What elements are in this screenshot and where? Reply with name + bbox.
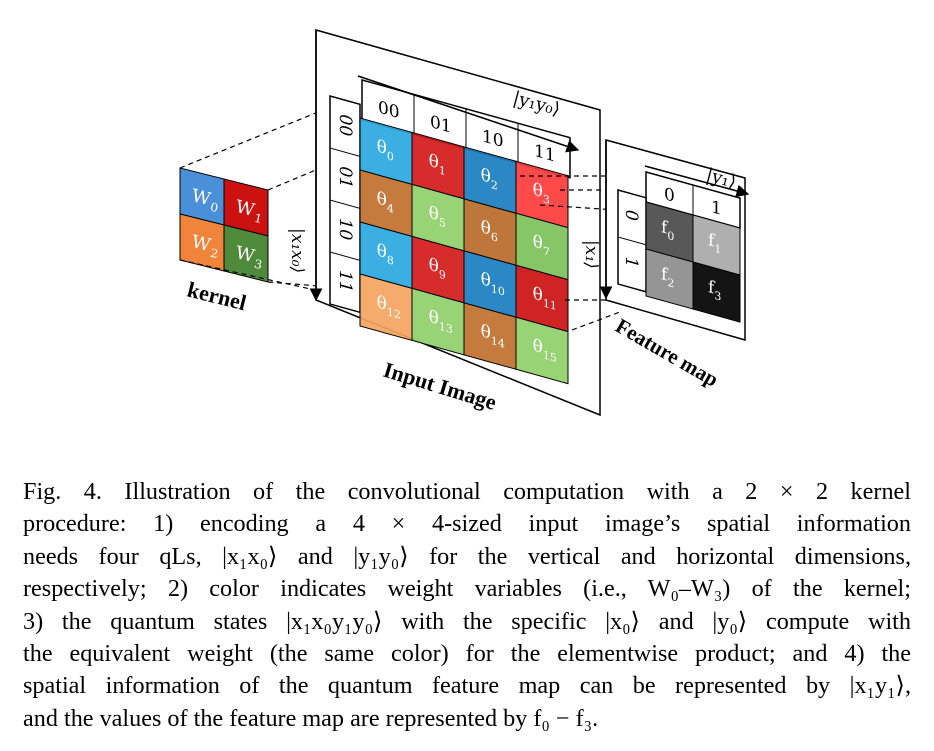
caption-line: respectively; 2) color indicates weight … (23, 575, 911, 603)
input-cell-15 (515, 316, 569, 385)
input-cell-12-label: θ12 (377, 292, 401, 321)
figure-caption: Fig. 4. Illustration of the convolutiona… (23, 476, 911, 735)
input-cell-7-label: θ7 (533, 232, 550, 259)
feature-cell-3 (692, 261, 741, 323)
input-horizontal-axis-arrow (357, 75, 580, 153)
input-cell-14-label: θ14 (481, 321, 505, 350)
feature-cell-2-label: f2 (661, 264, 674, 290)
input-col-label-3: 11 (534, 141, 556, 167)
kernel-title: kernel (185, 277, 249, 316)
kernel-cell-3 (223, 224, 269, 283)
caption-line: and the values of the feature map are re… (23, 704, 599, 732)
input-cell-4-label: θ4 (377, 188, 394, 215)
caption-line: Fig. 4. Illustration of the convolutiona… (23, 478, 911, 505)
caption-line: spatial information of the quantum featu… (23, 672, 911, 700)
input-row-label-0: 00 (335, 111, 355, 138)
convolution-diagram: W0 W1 W2 W3 kernel 00 01 10 11 00 01 10 … (179, 29, 750, 417)
feature-cell-3-label: f3 (708, 277, 721, 303)
input-col-label-2: 10 (482, 127, 504, 153)
input-cell-2-label: θ2 (481, 165, 498, 192)
caption-line: procedure: 1) encoding a 4 × 4-sized inp… (23, 510, 911, 538)
caption-line: needs four qLs, |x₁x₀⟩ and |y₁y₀⟩ for th… (23, 542, 911, 570)
input-row-label-2: 10 (335, 215, 355, 242)
input-image-grid: θ0 θ1 θ2 θ3 θ4 θ5 θ6 θ7 θ8 θ9 θ10 θ11 θ12 θ13 θ14 θ15 (359, 117, 569, 385)
input-row-label-3: 11 (335, 267, 355, 294)
feature-cell-1-label: f1 (708, 230, 721, 256)
caption-line: 3) the quantum states |x₁x₀y₁y₀⟩ with th… (23, 607, 911, 635)
input-cell-0-label: θ0 (377, 136, 394, 163)
input-cell-9-label: θ9 (429, 255, 446, 282)
input-col-label-0: 00 (378, 98, 400, 124)
input-cell-15-label: θ15 (533, 336, 557, 365)
feature-col-header: 0 1 (645, 171, 741, 230)
input-col-label-1: 01 (430, 112, 452, 138)
input-cell-3-label: θ3 (533, 180, 550, 207)
input-row-label-1: 01 (335, 163, 355, 190)
input-cell-5-label: θ5 (429, 203, 446, 230)
input-cell-13-label: θ13 (429, 307, 453, 336)
kernel-cell-1-label: W1 (236, 196, 262, 226)
feature-horizontal-axis-arrow (644, 165, 750, 198)
feature-cell-0-label: f0 (661, 217, 674, 243)
input-cell-6-label: θ6 (481, 217, 498, 244)
input-cell-11-label: θ11 (533, 284, 557, 313)
caption-line: the equivalent weight (the same color) f… (23, 640, 911, 668)
feature-map-grid: f0 f1 f2 f3 (645, 201, 741, 323)
input-col-header: 00 01 10 11 (361, 79, 571, 179)
feature-col-label-0: 0 (664, 184, 675, 207)
kernel-cell-0-label: W0 (192, 185, 218, 215)
input-cell-1-label: θ1 (429, 151, 446, 178)
feature-row-header: 0 1 (617, 189, 647, 293)
kernel-cell-3-label: W3 (236, 242, 262, 272)
kernel: W0 W1 W2 W3 (179, 167, 269, 283)
input-cell-10-label: θ10 (481, 269, 505, 298)
input-row-ket: |x₁x₀⟩ (287, 228, 307, 273)
feature-row-ket: |x₁⟩ (581, 240, 601, 269)
feature-col-label-1: 1 (711, 197, 722, 220)
input-row-header: 00 01 10 11 (329, 95, 361, 314)
kernel-cell-2-label: W2 (192, 231, 218, 261)
input-cell-8-label: θ8 (377, 240, 394, 267)
